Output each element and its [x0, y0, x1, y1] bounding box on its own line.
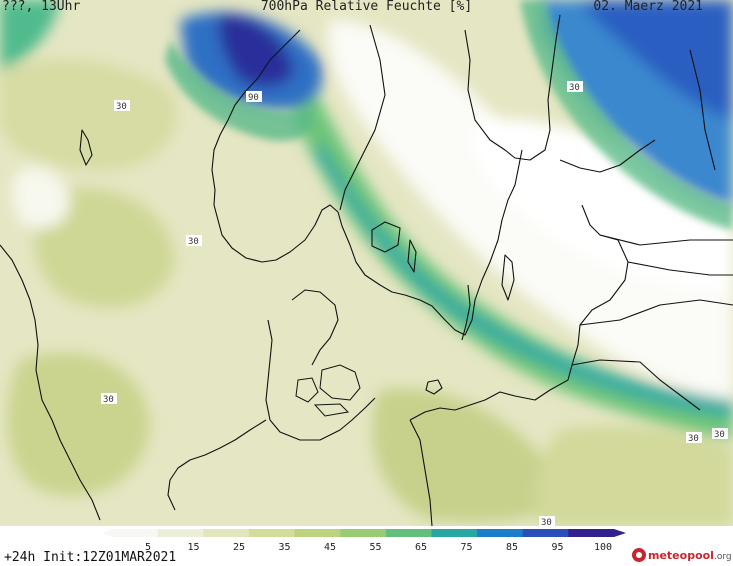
map-title: 700hPa Relative Feuchte [%]: [260, 0, 473, 14]
coast-bornholm: [425, 379, 443, 395]
legend-swatch: [385, 529, 432, 537]
legend-tick-label: 35: [278, 542, 290, 552]
legend-swatch: [157, 529, 204, 537]
coast-scotland: [0, 244, 101, 521]
contour-label: 30: [569, 83, 580, 93]
valid-time-label: ???, 13Uhr: [2, 0, 81, 14]
coastlines: [0, 14, 733, 526]
contour-labels: 90 30 30 30 30 30 30 30: [101, 81, 728, 526]
field-rim-norway: [165, 40, 313, 141]
field-dry-west: [12, 167, 70, 229]
border-baltic-states: [599, 234, 733, 246]
field-olive-southwest: [6, 352, 150, 497]
legend-tick-label: 65: [415, 542, 427, 552]
field-olive-north: [0, 59, 177, 170]
legend-ticks: 5 15 25 35 45 55 65 75 85 95 100: [145, 542, 612, 552]
legend-tick-label: 100: [594, 542, 612, 552]
contour-label-box: [539, 516, 555, 526]
border-poland-east: [579, 299, 733, 326]
field-dry-east: [472, 118, 733, 291]
contour-label-box: [567, 81, 583, 92]
border-germany-poland: [409, 419, 433, 526]
legend-swatch: [568, 529, 615, 537]
island-funen: [295, 377, 319, 403]
valid-date-label: 02. Maerz 2021: [593, 0, 703, 14]
legend-tick-label: 75: [460, 542, 472, 552]
border-norway-sweden: [339, 24, 386, 211]
logo-icon: [632, 548, 646, 562]
contour-label: 30: [541, 518, 552, 526]
coast-germany: [167, 419, 267, 511]
contour-label: 30: [188, 237, 199, 247]
coast-jutland-east: [291, 289, 339, 366]
model-init-label: +24h Init:12Z01MAR2021: [4, 550, 177, 565]
legend-tick-label: 5: [145, 542, 151, 552]
field-olive-west: [34, 188, 175, 308]
logo-suffix: .org: [713, 551, 732, 562]
lake-vanern: [371, 221, 401, 253]
danish-islands: [295, 364, 361, 417]
field-olive-southeast: [536, 426, 733, 526]
legend-tick-label: 15: [187, 542, 199, 552]
legend-arrow-high: [614, 529, 626, 537]
legend-bar: [102, 529, 626, 537]
legend-swatch: [431, 529, 478, 537]
meteopool-logo[interactable]: meteopool.org: [632, 546, 732, 564]
coast-baltics: [567, 204, 629, 381]
legend-swatch: [294, 529, 341, 537]
island-zealand: [319, 364, 361, 401]
legend-swatch: [340, 529, 387, 537]
legend-tick-label: 85: [506, 542, 518, 552]
legend-swatch: [477, 529, 524, 537]
coast-jutland: [265, 319, 376, 441]
logo-text: meteopool.org: [648, 549, 732, 562]
contour-label-box: [246, 91, 262, 102]
contour-label-box: [686, 432, 702, 443]
field-olive-south: [372, 388, 561, 522]
humidity-field-rims: [165, 0, 733, 230]
legend-swatch: [203, 529, 250, 537]
coast-finland-south: [559, 139, 656, 173]
contour-label: 30: [688, 434, 699, 444]
coast-oland: [461, 284, 471, 341]
coast-poland: [409, 379, 569, 421]
humidity-map: 90 30 30 30 30 30 30 30: [0, 0, 733, 526]
coast-gulf-of-bothnia: [464, 14, 561, 161]
legend-tick-label: 95: [551, 542, 563, 552]
border-finland-russia: [689, 49, 716, 171]
coast-sweden-east: [341, 149, 523, 336]
legend-swatch: [522, 529, 569, 537]
contour-label: 90: [248, 93, 259, 103]
legend-arrow-low: [102, 529, 112, 537]
legend-tick-label: 55: [369, 542, 381, 552]
border-lithuania: [627, 261, 733, 276]
lake-vattern: [407, 239, 417, 273]
logo-name: meteopool: [648, 548, 714, 562]
coast-gotland: [501, 254, 515, 301]
field-wet-northwest: [0, 0, 60, 70]
field-rim-northeast: [520, 0, 733, 230]
color-legend: 5 15 25 35 45 55 65 75 85 95 100: [102, 529, 626, 552]
contour-label-box: [712, 428, 728, 439]
contour-label: 30: [714, 430, 725, 440]
contour-label-box: [114, 100, 130, 111]
island-lolland: [313, 403, 350, 417]
coast-norway: [211, 29, 343, 263]
legend-swatch: [112, 529, 159, 537]
border-kaliningrad: [571, 359, 701, 411]
field-wet-northeast-core: [580, 0, 733, 120]
field-wet-norway-core: [218, 14, 295, 87]
coast-shetland: [79, 129, 93, 166]
footer-bar: 5 15 25 35 45 55 65 75 85 95 100 +24h Init:12Z01MA…: [0, 526, 733, 566]
contour-label: 30: [103, 395, 114, 405]
contour-label-box: [101, 393, 117, 404]
legend-tick-label: 45: [324, 542, 336, 552]
legend-swatch: [248, 529, 296, 537]
contour-label: 30: [116, 102, 127, 112]
contour-label-box: [186, 235, 202, 246]
legend-tick-label: 25: [233, 542, 245, 552]
humidity-field: [0, 0, 733, 526]
